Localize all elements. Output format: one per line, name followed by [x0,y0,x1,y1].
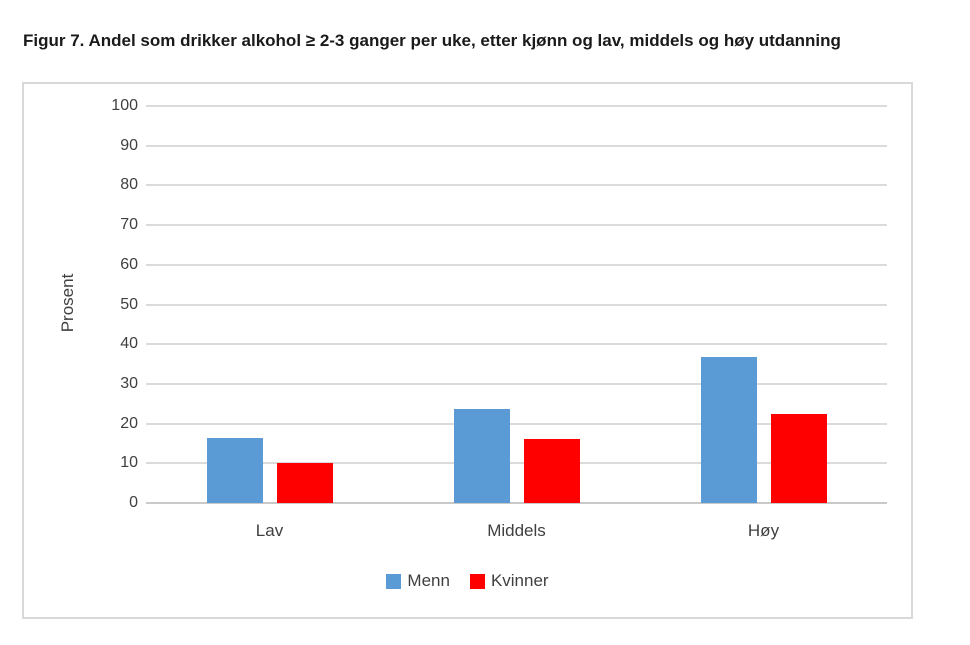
gridline-y30 [146,382,887,385]
y-tick-label-60: 60 [120,255,138,273]
legend: Menn Kvinner [24,572,911,590]
legend-label-kvinner: Kvinner [490,571,549,590]
gridline-y70 [146,224,887,227]
y-tick-label-40: 40 [120,335,138,353]
gridline-y100 [146,105,887,107]
y-tick-label-50: 50 [120,295,138,313]
x-category-label-middels: Middels [487,521,546,540]
y-tick-label-90: 90 [120,136,138,154]
gridline-y50 [146,303,887,306]
y-tick-label-20: 20 [120,414,138,432]
legend-swatch-kvinner [469,573,485,589]
legend-label-menn: Menn [407,571,450,590]
gridline-y90 [146,144,887,147]
bar-menn-lav [207,438,263,503]
bar-menn-høy [701,357,757,503]
gridline-y60 [146,263,887,266]
chart-container: Prosent 0 10 20 30 40 50 60 70 80 90 100 Lav Middel… [22,82,913,619]
plot-area [146,105,887,504]
gridline-y10 [146,462,887,465]
y-tick-label-10: 10 [120,454,138,472]
legend-entry-menn: Menn [386,572,450,590]
y-tick-label-0: 0 [129,494,138,511]
y-tick-label-100: 100 [111,97,138,114]
gridline-y80 [146,184,887,187]
legend-entry-kvinner: Kvinner [469,571,549,590]
gridline-y20 [146,422,887,425]
y-tick-label-70: 70 [120,216,138,234]
y-axis-title: Prosent [58,273,77,333]
gridline-y40 [146,343,887,346]
legend-swatch-menn [386,573,402,589]
x-category-label-høy: Høy [747,521,780,540]
bar-kvinner-høy [771,414,827,503]
x-axis-line [146,502,887,504]
y-tick-label-80: 80 [120,176,138,194]
x-category-label-lav: Lav [255,521,284,540]
figure-title: Figur 7. Andel som drikker alkohol ≥ 2-3… [23,31,841,50]
bar-menn-middels [454,409,510,503]
y-tick-label-30: 30 [120,374,138,392]
bar-kvinner-middels [524,439,580,503]
bar-kvinner-lav [277,463,333,503]
